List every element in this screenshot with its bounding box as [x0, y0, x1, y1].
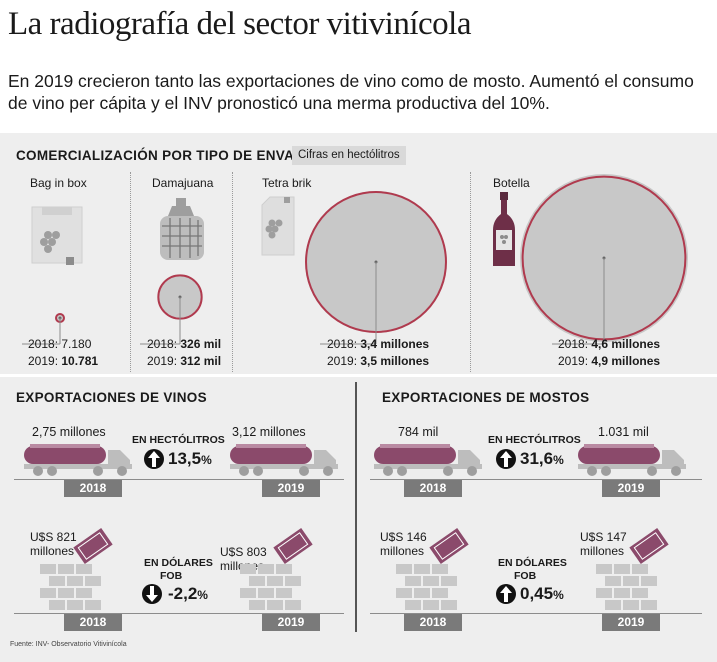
arrow-down-icon: [142, 584, 162, 604]
botella-2019: 2019: 4,9 millones: [558, 354, 661, 368]
bag-in-box-2018: 2018: 7.180: [28, 337, 92, 351]
tetra-brik-2018: 2018: 3,4 millones: [327, 337, 430, 351]
arrow-up-icon: [496, 449, 516, 469]
bubble-leader-3: [552, 258, 605, 345]
truck-icon: [374, 444, 482, 476]
botella-2018: 2018: 4,6 millones: [558, 337, 661, 351]
arrow-up-icon: [144, 449, 164, 469]
pkg-label-damajuana: Damajuana: [152, 176, 214, 190]
wine-baseline: [14, 479, 344, 480]
wine-hl-heading: EN HECTÓLITROS: [132, 434, 225, 446]
must-exports-heading: EXPORTACIONES DE MOSTOS: [382, 390, 590, 405]
wine-usd-year-2018: 2018: [64, 614, 122, 631]
section-divider: [0, 374, 717, 377]
wine-usd-baseline: [14, 613, 344, 614]
column-divider: [232, 172, 233, 372]
wine-hl-2019: 3,12 millones: [232, 425, 306, 439]
truck-icon: [24, 444, 132, 476]
page-title: La radiografía del sector vitivinícola: [8, 6, 471, 42]
unit-badge: Cifras en hectólitros: [292, 146, 406, 165]
wine-hl-change: 13,5%: [144, 448, 212, 475]
arrow-up-icon: [496, 584, 516, 604]
must-usd-2018: U$S 146 millones: [380, 530, 427, 558]
must-usd-heading-1: EN DÓLARES: [498, 557, 567, 569]
wine-hl-2018: 2,75 millones: [32, 425, 106, 439]
column-divider: [470, 172, 471, 372]
column-divider: [130, 172, 131, 372]
truck-icon: [230, 444, 338, 476]
must-usd-change: 0,45%: [496, 583, 564, 610]
page-subtitle: En 2019 crecieron tanto las exportacione…: [8, 71, 694, 113]
must-baseline: [370, 479, 702, 480]
money-stack-icon: [40, 528, 113, 610]
wine-usd-year-2019: 2019: [262, 614, 320, 631]
money-stack-icon: [240, 528, 313, 610]
must-year-2018: 2018: [404, 480, 462, 497]
tetra-brik-2019: 2019: 3,5 millones: [327, 354, 430, 368]
tetra-brik-icon: [261, 196, 295, 256]
bag-in-box-2019: 2019: 10.781: [28, 354, 99, 368]
bag-in-box-icon: [31, 206, 83, 265]
bubble-leader-2: [320, 262, 377, 345]
pkg-label-botella: Botella: [493, 176, 530, 190]
pkg-label-bag-in-box: Bag in box: [30, 176, 87, 190]
wine-usd-change: -2,2%: [142, 583, 208, 610]
wine-usd-heading-1: EN DÓLARES: [144, 557, 213, 569]
must-usd-2019: U$S 147 millones: [580, 530, 627, 558]
money-stack-icon: [396, 528, 469, 610]
pkg-label-tetra-brik: Tetra brik: [262, 176, 312, 190]
must-year-2019: 2019: [602, 480, 660, 497]
wine-exports-heading: EXPORTACIONES DE VINOS: [16, 390, 207, 405]
wine-usd-2018: U$S 821 millones: [30, 530, 77, 558]
wine-usd-heading-2: FOB: [160, 570, 183, 582]
bubble-leader-0: [22, 318, 61, 345]
source-note: Fuente: INV- Observatorio Vitivinícola: [10, 641, 127, 648]
must-usd-baseline: [370, 613, 702, 614]
damajuana-icon: [160, 198, 204, 260]
must-usd-heading-2: FOB: [514, 570, 537, 582]
money-stack-icon: [596, 528, 669, 610]
damajuana-2018: 2018: 326 mil: [147, 337, 222, 351]
wine-year-2019: 2019: [262, 480, 320, 497]
must-hl-2019: 1.031 mil: [598, 425, 649, 439]
bubble-leader-1: [140, 297, 181, 345]
wine-year-2018: 2018: [64, 480, 122, 497]
must-hl-2018: 784 mil: [398, 425, 439, 439]
must-hl-change: 31,6%: [496, 448, 564, 475]
must-usd-year-2018: 2018: [404, 614, 462, 631]
packaging-heading: COMERCIALIZACIÓN POR TIPO DE ENVASE: [16, 148, 313, 163]
must-hl-heading: EN HECTÓLITROS: [488, 434, 581, 446]
must-usd-year-2019: 2019: [602, 614, 660, 631]
vertical-divider: [355, 382, 357, 632]
damajuana-2019: 2019: 312 mil: [147, 354, 222, 368]
truck-icon: [578, 444, 686, 476]
wine-bottle-icon: [493, 192, 515, 266]
